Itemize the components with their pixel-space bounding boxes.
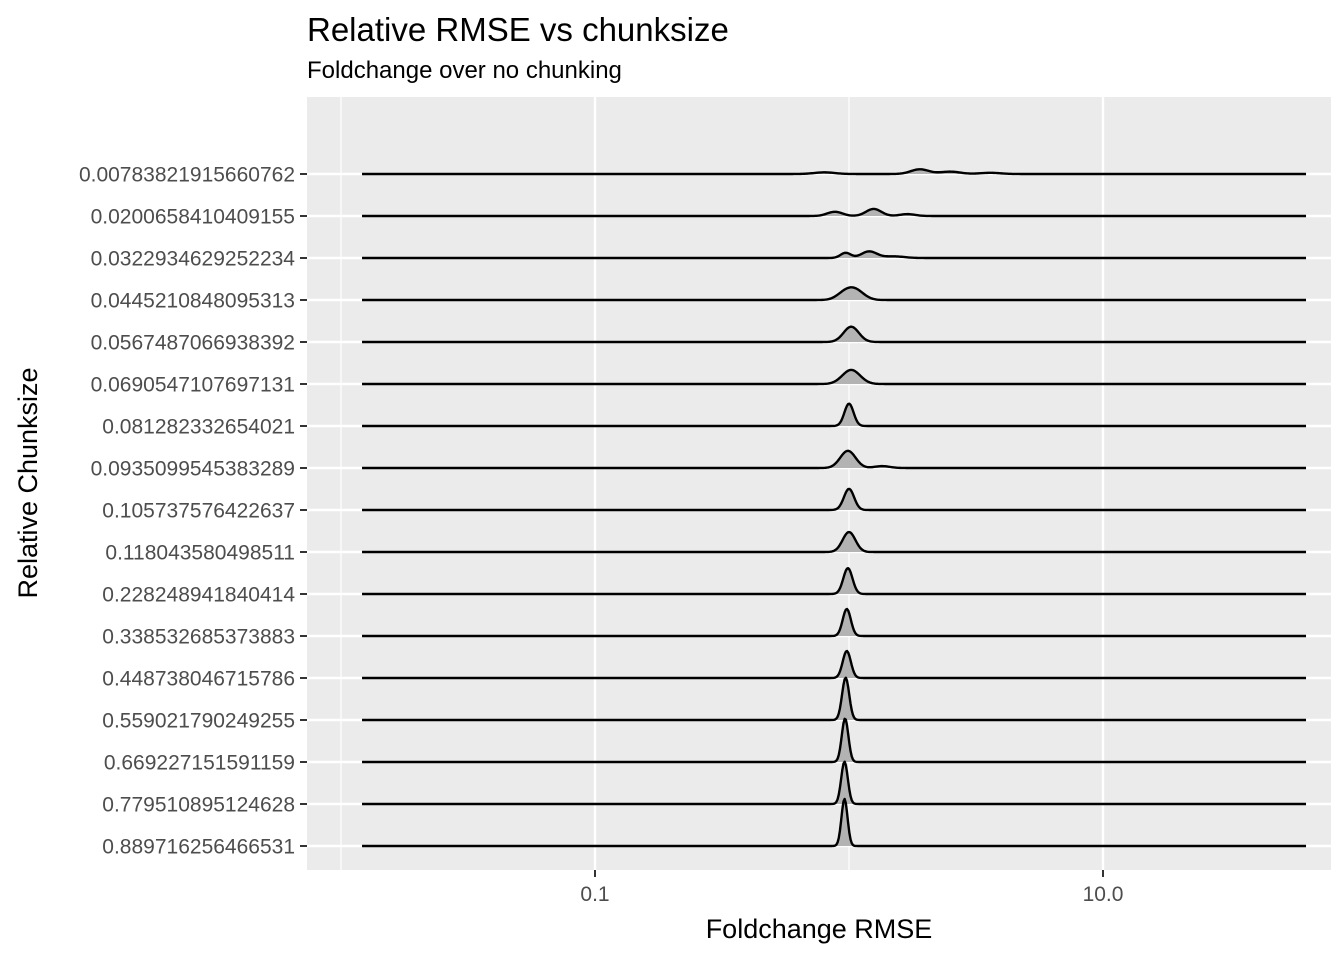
ridge-series — [362, 286, 1307, 302]
ridge-line — [362, 325, 1307, 344]
ridge-line — [362, 530, 1307, 554]
y-tick-label: 0.448738046715786 — [102, 668, 295, 691]
ridge-series — [362, 530, 1307, 554]
y-tick-label: 0.779510895124628 — [102, 794, 295, 817]
ridge-line — [362, 449, 1307, 470]
y-tick-label: 0.0567487066938392 — [91, 332, 295, 355]
ridge-line — [362, 368, 1307, 386]
ridge-series — [362, 402, 1307, 428]
ridge-line — [362, 487, 1307, 512]
ridge-series — [362, 717, 1307, 764]
y-tick-label: 0.0690547107697131 — [91, 374, 295, 397]
ridge-series — [362, 325, 1307, 344]
ridge-line — [362, 797, 1307, 848]
ridge-series — [362, 760, 1307, 806]
ridge-line — [362, 207, 1307, 218]
chart-title: Relative RMSE vs chunksize — [307, 11, 729, 48]
ridge-series — [362, 607, 1307, 638]
chart-subtitle: Foldchange over no chunking — [307, 57, 622, 84]
y-tick-label: 0.669227151591159 — [104, 752, 295, 775]
ridge-series — [362, 797, 1307, 848]
y-tick-label: 0.889716256466531 — [102, 836, 295, 859]
y-tick-label: 0.0322934629252234 — [91, 248, 296, 271]
y-tick-label: 0.00783821915660762 — [79, 164, 295, 187]
y-tick-label: 0.0935099545383289 — [91, 458, 295, 481]
ridges — [362, 168, 1307, 848]
y-tick-label: 0.0445210848095313 — [91, 290, 295, 313]
ridge-series — [362, 168, 1307, 176]
ridge-line — [362, 760, 1307, 806]
ridge-line — [362, 566, 1307, 596]
ridge-series — [362, 207, 1307, 218]
ridge-line — [362, 168, 1307, 176]
ridge-series — [362, 566, 1307, 596]
y-axis: 0.889716256466531 0.779510895124628 0.6692… — [79, 164, 307, 859]
ridge-series — [362, 368, 1307, 386]
y-tick-label: 0.105737576422637 — [102, 500, 295, 523]
ridge-series — [362, 676, 1307, 722]
x-axis: 0.1 10.0 — [580, 870, 1123, 906]
x-tick-label: 0.1 — [580, 883, 609, 906]
ridge-line — [362, 286, 1307, 302]
ridge-line — [362, 676, 1307, 722]
y-tick-label: 0.118043580498511 — [105, 542, 295, 565]
y-tick-label: 0.228248941840414 — [102, 584, 295, 607]
ridge-series — [362, 487, 1307, 512]
x-tick-label: 10.0 — [1083, 883, 1124, 906]
ridge-line — [362, 607, 1307, 638]
ridge-series — [362, 250, 1307, 260]
y-tick-label: 0.081282332654021 — [102, 416, 295, 439]
ridge-line — [362, 250, 1307, 260]
y-tick-label: 0.0200658410409155 — [91, 206, 295, 229]
y-tick-label: 0.338532685373883 — [102, 626, 295, 649]
plot-panel — [307, 97, 1331, 870]
y-axis-title: Relative Chunksize — [13, 367, 43, 598]
y-tick-label: 0.559021790249255 — [102, 710, 295, 733]
ridge-series — [362, 649, 1307, 680]
ridge-line — [362, 402, 1307, 428]
x-axis-title: Foldchange RMSE — [706, 914, 933, 944]
ridge-line — [362, 649, 1307, 680]
ridge-series — [362, 449, 1307, 470]
ridge-line — [362, 717, 1307, 764]
